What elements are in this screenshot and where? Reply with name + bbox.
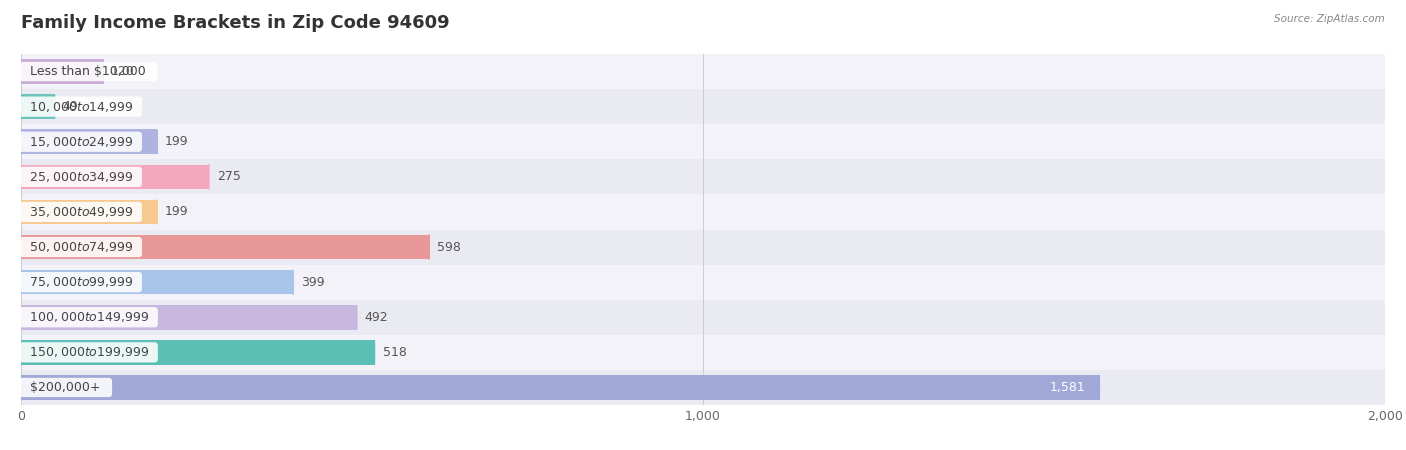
Text: 1,581: 1,581 bbox=[1050, 381, 1085, 394]
Bar bbox=[21, 200, 157, 224]
Text: 120: 120 bbox=[111, 65, 135, 78]
Bar bbox=[21, 300, 1385, 335]
Text: 399: 399 bbox=[301, 276, 325, 288]
Bar bbox=[21, 130, 157, 154]
Bar bbox=[21, 370, 1385, 405]
Bar bbox=[21, 270, 294, 294]
Text: $75,000 to $99,999: $75,000 to $99,999 bbox=[22, 275, 139, 289]
Bar bbox=[21, 194, 1385, 230]
Text: $25,000 to $34,999: $25,000 to $34,999 bbox=[22, 170, 139, 184]
Bar bbox=[21, 375, 1099, 400]
Text: 49: 49 bbox=[63, 100, 79, 113]
Bar bbox=[21, 165, 208, 189]
Bar bbox=[21, 124, 1385, 159]
Bar bbox=[21, 235, 429, 259]
Text: Family Income Brackets in Zip Code 94609: Family Income Brackets in Zip Code 94609 bbox=[21, 14, 450, 32]
Text: 492: 492 bbox=[364, 311, 388, 324]
Text: 275: 275 bbox=[217, 171, 240, 183]
Text: $150,000 to $199,999: $150,000 to $199,999 bbox=[22, 345, 155, 360]
Text: Less than $10,000: Less than $10,000 bbox=[22, 65, 155, 78]
Bar bbox=[21, 59, 103, 84]
Bar bbox=[21, 94, 55, 119]
Text: Source: ZipAtlas.com: Source: ZipAtlas.com bbox=[1274, 14, 1385, 23]
Bar bbox=[21, 230, 1385, 265]
Bar bbox=[21, 89, 1385, 124]
Bar bbox=[21, 340, 374, 364]
Text: $200,000+: $200,000+ bbox=[22, 381, 108, 394]
Bar bbox=[21, 54, 1385, 89]
Bar bbox=[21, 159, 1385, 194]
Text: 199: 199 bbox=[165, 135, 188, 148]
Text: $10,000 to $14,999: $10,000 to $14,999 bbox=[22, 99, 139, 114]
Bar bbox=[21, 305, 357, 329]
Bar bbox=[21, 265, 1385, 300]
Text: 518: 518 bbox=[382, 346, 406, 359]
Text: $15,000 to $24,999: $15,000 to $24,999 bbox=[22, 135, 139, 149]
Text: 199: 199 bbox=[165, 206, 188, 218]
Text: $35,000 to $49,999: $35,000 to $49,999 bbox=[22, 205, 139, 219]
Text: $100,000 to $149,999: $100,000 to $149,999 bbox=[22, 310, 155, 324]
Bar bbox=[21, 335, 1385, 370]
Text: 598: 598 bbox=[437, 241, 461, 253]
Text: $50,000 to $74,999: $50,000 to $74,999 bbox=[22, 240, 139, 254]
